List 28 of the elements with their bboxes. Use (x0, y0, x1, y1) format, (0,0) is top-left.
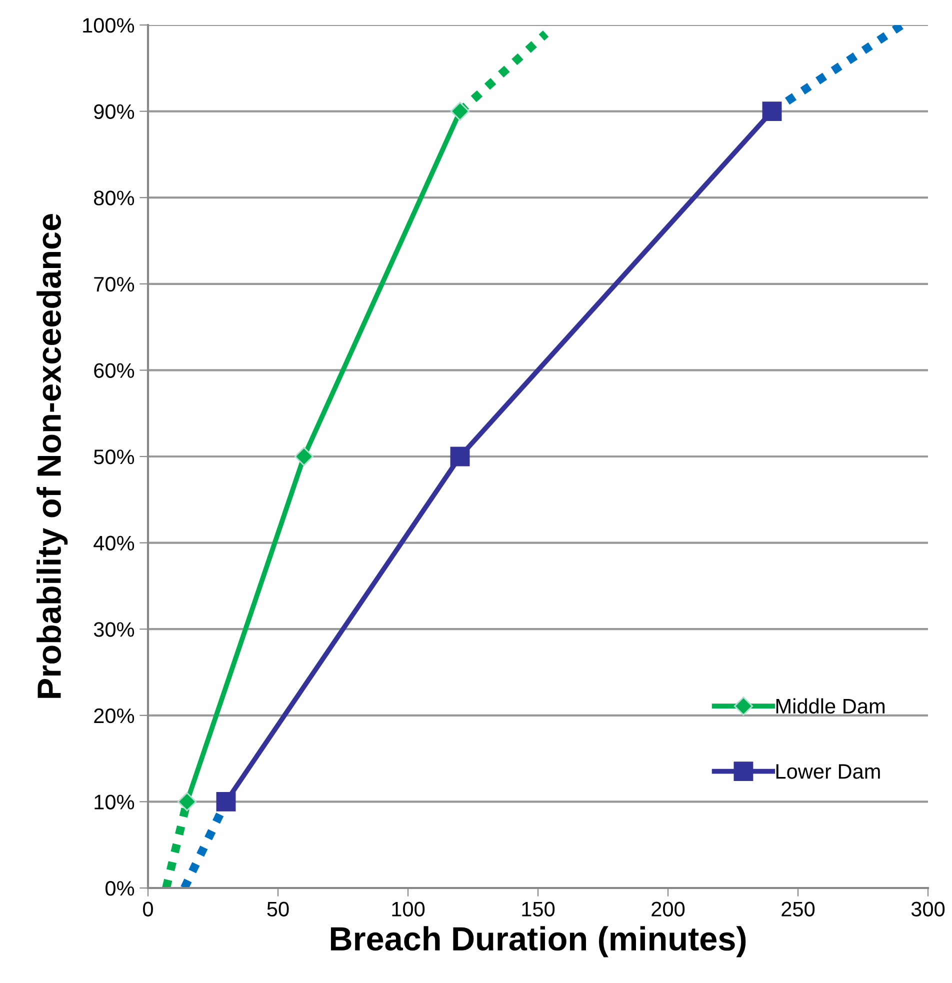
y-tick-label: 80% (94, 190, 134, 206)
point (450, 446, 470, 466)
x-tick-label: 100 (392, 902, 425, 916)
y-tick-label: 20% (94, 708, 134, 724)
y-axis-title: Probability of Non-exceedance (36, 214, 68, 698)
y-tick-label: 50% (94, 450, 134, 464)
y-tick-label: 0% (106, 881, 134, 896)
point (762, 102, 782, 122)
y-tick-label: 10% (94, 794, 134, 810)
x-tick-label: 200 (652, 902, 685, 916)
point (294, 446, 314, 466)
x-axis-title: Breach Duration (minutes) (330, 926, 746, 958)
point (450, 102, 470, 121)
y-tick-label: 30% (94, 622, 134, 637)
legend-label: Middle Dam (776, 698, 884, 714)
y-tick-label: 70% (94, 276, 134, 292)
x-tick-label: 250 (782, 902, 815, 916)
legend-label: Lower Dam (776, 764, 880, 779)
x-tick-label: 150 (522, 902, 555, 916)
point (216, 792, 236, 812)
x-tick-label: 50 (267, 902, 289, 916)
y-tick-label: 90% (94, 104, 134, 120)
y-tick-label: 40% (94, 536, 134, 551)
point (177, 792, 197, 812)
y-tick-label: 60% (94, 363, 134, 378)
x-tick-label: 300 (911, 902, 945, 916)
y-tick-label: 100% (83, 18, 134, 33)
x-tick-label: 0 (143, 902, 153, 916)
